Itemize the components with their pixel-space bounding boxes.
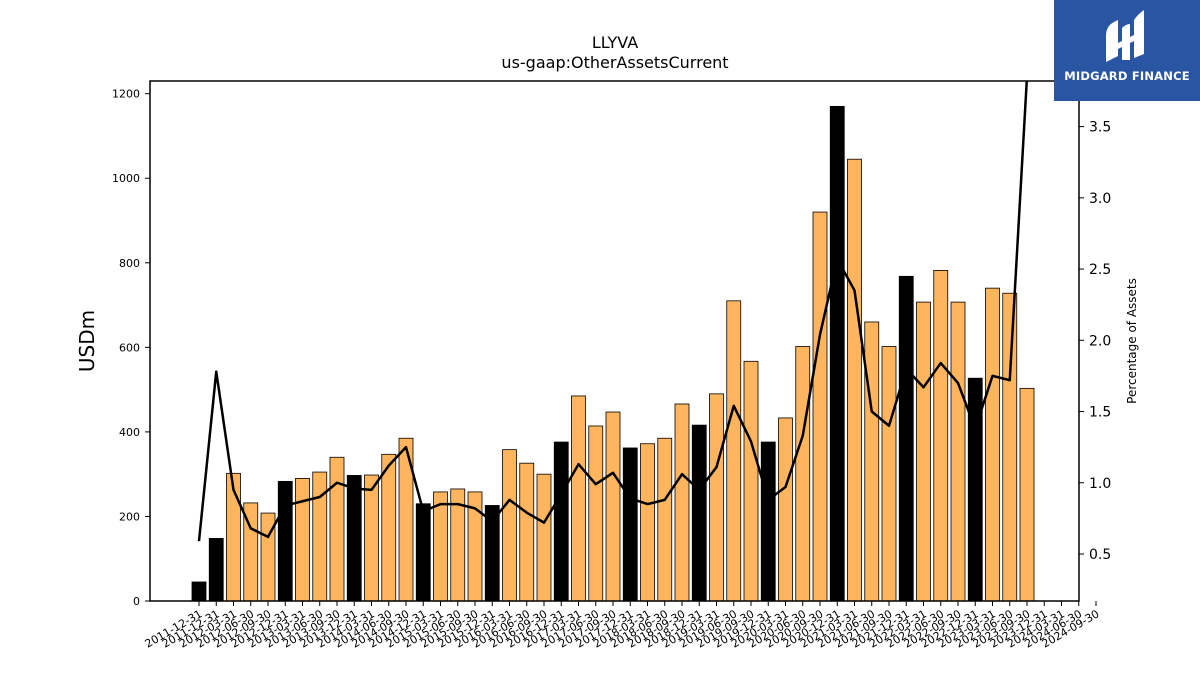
chart-subtitle: us-gaap:OtherAssetsCurrent	[501, 53, 728, 72]
bar	[760, 441, 776, 602]
bar	[208, 538, 224, 602]
bar	[812, 211, 828, 602]
bar	[640, 443, 655, 602]
y2-tick-label: 0.5	[1089, 547, 1111, 563]
bar	[847, 158, 862, 602]
left-y-axis: 0 200 400 600 800 1000 1200	[112, 88, 150, 608]
y-tick-label: 800	[119, 257, 140, 270]
bar	[829, 105, 845, 602]
bar	[743, 360, 759, 602]
bar	[1019, 387, 1035, 602]
brand-logo: MIDGARD FINANCE	[1054, 0, 1200, 101]
bar	[605, 411, 621, 602]
y-tick-label: 200	[119, 510, 140, 523]
bar	[588, 425, 604, 602]
bar	[381, 453, 397, 602]
bar	[726, 300, 742, 602]
bar	[709, 393, 724, 602]
y-tick-label: 1200	[112, 88, 140, 101]
bar	[778, 417, 793, 602]
logo-mark-icon	[1106, 10, 1144, 62]
percentage-line	[197, 81, 1029, 542]
bar	[364, 474, 379, 602]
bar	[277, 480, 293, 602]
bar	[519, 462, 535, 602]
y2-tick-label: 1.5	[1089, 405, 1111, 421]
y-tick-label: 1000	[112, 172, 140, 185]
bar	[571, 395, 586, 602]
y2-tick-label: 3.5	[1089, 120, 1111, 136]
bar	[553, 441, 569, 602]
bar	[933, 269, 949, 602]
bar	[536, 473, 552, 602]
bar	[881, 346, 897, 602]
x-axis: 2011-12-312011-12-312012-03-312012-06-30…	[143, 601, 1102, 651]
bar	[502, 449, 517, 602]
bar	[950, 301, 966, 602]
y-tick-label: 400	[119, 426, 140, 439]
bar-series	[191, 105, 1035, 602]
right-y-axis: 0.5 1.0 1.5 2.0 2.5 3.0 3.5	[1079, 120, 1111, 563]
bar	[691, 424, 707, 602]
y2-tick-label: 2.5	[1089, 262, 1111, 278]
bar	[795, 346, 811, 602]
bar	[329, 456, 345, 602]
y2-axis-label: Percentage of Assets	[1125, 278, 1139, 404]
y-tick-label: 0	[133, 595, 140, 608]
logo-text: MIDGARD FINANCE	[1064, 69, 1190, 83]
bar	[985, 287, 1000, 602]
bar	[622, 447, 638, 602]
bar	[295, 477, 310, 602]
bar	[657, 437, 673, 602]
y-axis-label: USDm	[75, 310, 99, 372]
bar	[898, 275, 914, 602]
bar	[1002, 292, 1018, 602]
bar	[191, 581, 207, 602]
bar	[674, 403, 690, 602]
y2-tick-label: 3.0	[1089, 191, 1111, 207]
bar	[346, 475, 362, 602]
y2-tick-label: 2.0	[1089, 333, 1111, 349]
y-tick-label: 600	[119, 341, 140, 354]
bar	[415, 503, 431, 602]
bar	[433, 491, 448, 602]
bar	[916, 301, 931, 602]
plot-frame	[149, 80, 1080, 602]
bar	[864, 321, 880, 602]
chart-title: LLYVA	[592, 33, 638, 52]
y2-tick-label: 1.0	[1089, 476, 1111, 492]
